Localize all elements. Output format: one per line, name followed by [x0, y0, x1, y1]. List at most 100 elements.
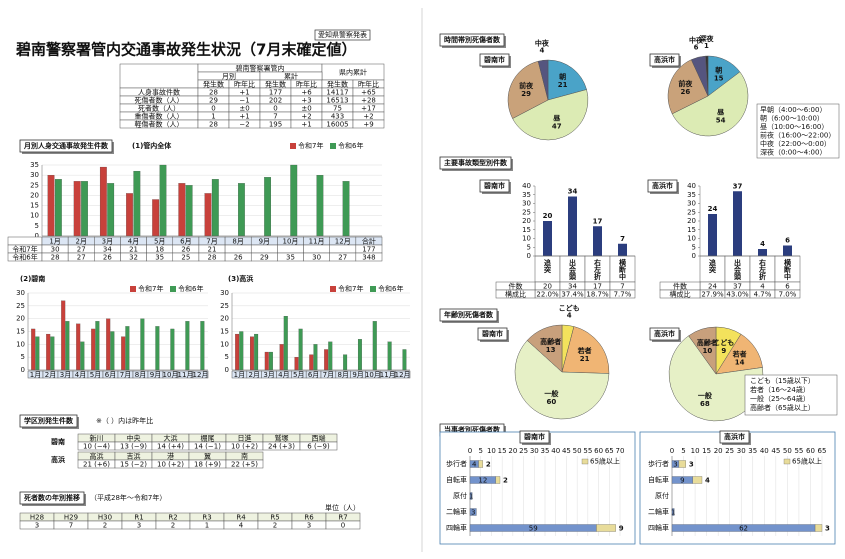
- x-tick-label: 55: [794, 447, 803, 455]
- value-label: 1: [469, 493, 473, 501]
- bar: [54, 179, 62, 237]
- bar: [106, 318, 111, 371]
- y-tick-label: 0: [527, 252, 531, 260]
- x-tick-label: 50: [783, 447, 792, 455]
- y-tick-label: 30: [522, 200, 531, 208]
- count-cell: 24: [708, 283, 717, 291]
- group-header: 碧南警察署管内: [236, 64, 285, 73]
- y-tick-label: 15: [522, 226, 531, 234]
- x-tick-label: 40: [551, 447, 560, 455]
- x-tick-label: 45: [771, 447, 780, 455]
- death-count: 2: [171, 522, 175, 530]
- slice-value: 47: [552, 122, 562, 130]
- x-tick-label: 45: [562, 447, 571, 455]
- x-tick-label: 1月: [234, 371, 245, 379]
- y-tick-label: 10: [30, 212, 39, 220]
- bar: [110, 331, 115, 371]
- y-tick-label: 原付: [655, 491, 669, 500]
- year: H30: [98, 514, 112, 522]
- cell-text: 29: [260, 254, 269, 262]
- chart-title-box: [479, 179, 510, 193]
- x-tick-label: 65: [605, 447, 614, 455]
- bar: [313, 344, 318, 371]
- cell-value: 0: [211, 105, 215, 113]
- table-cell: [659, 289, 701, 299]
- legend-swatch: [330, 286, 336, 292]
- area-label: 碧南: [50, 437, 65, 446]
- x-tick-label: 5月: [90, 371, 101, 379]
- cell-value: 16513: [326, 97, 348, 105]
- bar: [107, 183, 115, 237]
- y-tick-label: 5: [527, 243, 531, 251]
- x-tick-label: 10月: [163, 371, 179, 379]
- section-title-box: [439, 156, 512, 170]
- bar: [387, 341, 392, 371]
- x-tick-label: 3月: [263, 371, 274, 379]
- x-tick-label: 10: [691, 447, 700, 455]
- y-tick-label: 歩行者: [648, 459, 669, 468]
- bar: [254, 333, 259, 371]
- bar: [478, 460, 484, 468]
- death-count: 3: [137, 522, 141, 530]
- table-cell: [250, 244, 278, 254]
- bar: [328, 341, 333, 371]
- year: R1: [134, 514, 143, 522]
- cell-text: 26: [234, 254, 243, 262]
- slice-value: 10: [702, 347, 712, 355]
- x-tick-label: 70: [616, 447, 625, 455]
- y-tick-label: 20: [687, 217, 696, 225]
- y-tick-label: 自転車: [648, 475, 669, 484]
- bar: [783, 245, 792, 256]
- y-tick-label: 20: [220, 315, 229, 323]
- district-name: 中央: [127, 434, 141, 443]
- badge-box: [314, 29, 371, 41]
- x-tick-label: 1月: [49, 238, 60, 246]
- x-tick-label: 10: [487, 447, 496, 455]
- pie-slice: [514, 340, 610, 420]
- cell-text: 35: [286, 254, 295, 262]
- bar: [249, 336, 254, 371]
- row-label: 構成比: [670, 290, 691, 299]
- slice-label: 昼: [717, 107, 724, 116]
- bar: [264, 177, 271, 237]
- slice-value: 54: [716, 116, 726, 124]
- slice-value: 1: [704, 42, 709, 50]
- bar: [46, 333, 51, 371]
- slice-value: 68: [700, 400, 710, 408]
- bar: [264, 351, 269, 371]
- cell-value: 28: [209, 121, 218, 129]
- bar: [125, 326, 130, 371]
- bar: [294, 357, 299, 371]
- cell-value: 16005: [326, 121, 348, 129]
- y-tick-label: 四輪車: [648, 523, 669, 532]
- x-tick-label: 12月: [193, 371, 209, 379]
- x-tick-label: 15: [498, 447, 507, 455]
- bar: [121, 336, 126, 371]
- chart-title: 碧南市: [483, 55, 505, 64]
- death-count: 0: [341, 522, 345, 530]
- bar: [200, 321, 205, 371]
- legend-label: 令和7年: [138, 284, 163, 293]
- y-tick-label: 35: [687, 191, 696, 199]
- x-tick-label: 8月: [232, 238, 243, 246]
- cell-value: ±0: [239, 105, 249, 113]
- bar: [133, 170, 141, 237]
- x-tick-label: 25: [519, 447, 528, 455]
- y-tick-label: 0: [692, 252, 696, 260]
- table-cell: [299, 441, 338, 451]
- district-name: 高浜: [90, 452, 104, 461]
- district-name: 大浜: [164, 434, 178, 443]
- section-title-box: [19, 414, 78, 428]
- legend-swatch: [290, 143, 296, 149]
- death-count: 2: [273, 522, 277, 530]
- slice-value: 15: [714, 75, 724, 83]
- cell-value: +17: [361, 105, 376, 113]
- x-tick-label: 右左折: [594, 258, 603, 281]
- y-tick-label: 5: [692, 243, 696, 251]
- unit: 単位（人）: [325, 503, 360, 512]
- y-tick-label: 0: [35, 232, 39, 240]
- y-tick-label: 10: [687, 235, 696, 243]
- pie-slice: [667, 59, 709, 115]
- pie-slice: [671, 71, 749, 137]
